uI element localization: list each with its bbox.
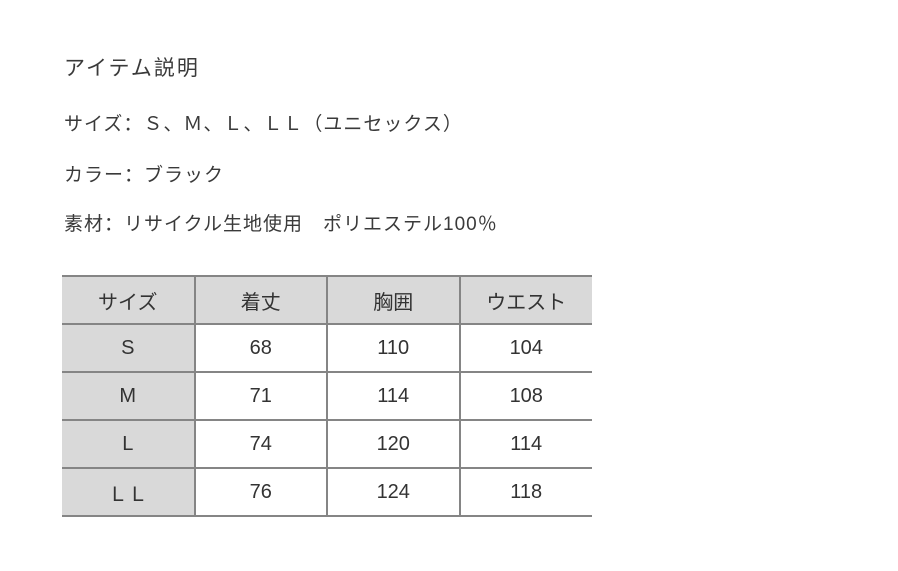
page-title: アイテム説明	[64, 57, 200, 81]
row-m-waist: 108	[458, 371, 592, 421]
row-m-length: 71	[193, 371, 327, 421]
spec-color-line: カラー：ブラック	[64, 165, 225, 186]
spec-size-line: サイズ：Ｓ、Ｍ、Ｌ、ＬＬ（ユニセックス）	[64, 114, 463, 135]
row-ll-size: ＬＬ	[62, 467, 195, 517]
row-s-length: 68	[193, 323, 327, 373]
row-l-length: 74	[193, 419, 327, 469]
row-ll-chest: 124	[326, 467, 460, 517]
table-row-s: S 68 110 104	[62, 323, 592, 373]
table-row-m: M 71 114 108	[62, 371, 592, 421]
row-m-size: M	[62, 371, 195, 421]
header-length: 着丈	[193, 275, 327, 325]
row-ll-length: 76	[193, 467, 327, 517]
spec-material-line: 素材：リサイクル生地使用 ポリエステル100％	[64, 214, 498, 235]
row-l-waist: 114	[458, 419, 592, 469]
row-l-chest: 120	[326, 419, 460, 469]
header-chest: 胸囲	[326, 275, 460, 325]
header-waist: ウエスト	[458, 275, 592, 325]
row-s-chest: 110	[326, 323, 460, 373]
size-table-header-row: サイズ 着丈 胸囲 ウエスト	[62, 275, 592, 325]
table-row-ll: ＬＬ 76 124 118	[62, 467, 592, 517]
size-chart-table: サイズ 着丈 胸囲 ウエスト S 68 110 104 M 71 114 108…	[62, 275, 592, 517]
table-row-l: L 74 120 114	[62, 419, 592, 469]
row-ll-waist: 118	[458, 467, 592, 517]
row-s-size: S	[62, 323, 195, 373]
row-m-chest: 114	[326, 371, 460, 421]
row-s-waist: 104	[458, 323, 592, 373]
row-l-size: L	[62, 419, 195, 469]
header-size: サイズ	[62, 275, 195, 325]
